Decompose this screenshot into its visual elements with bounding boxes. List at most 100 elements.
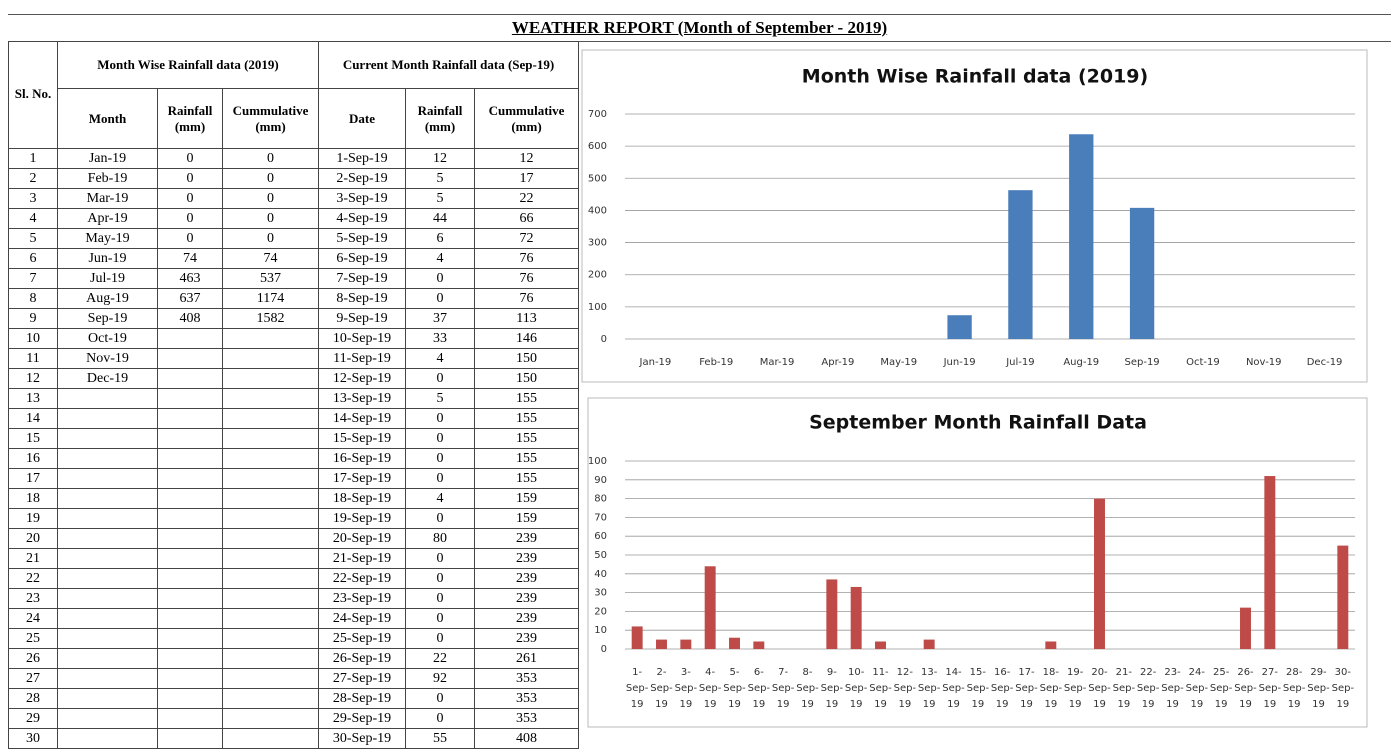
x-tick-label: Jun-19: [943, 357, 976, 368]
bar: [947, 315, 972, 339]
bar: [1264, 476, 1276, 649]
cumulative: 239: [474, 628, 579, 649]
y-tick-label: 0: [601, 644, 607, 655]
row: 28 28-Sep-19 0 353: [8, 688, 579, 709]
chart-frame: [587, 397, 1368, 728]
cumulative: 239: [474, 548, 579, 569]
x-tick-label: 18-Sep-19: [1040, 667, 1063, 710]
bar: [826, 579, 838, 649]
x-tick-label: 3-Sep-19: [675, 667, 698, 710]
row: 8 Aug-19 637 1174 8-Sep-19 0 76: [8, 288, 579, 309]
x-tick-label: Mar-19: [760, 357, 795, 368]
chart-frame: [581, 49, 1368, 383]
x-tick-label: Feb-19: [699, 357, 733, 368]
row: 26 26-Sep-19 22 261: [8, 648, 579, 669]
x-tick-label: 13-Sep-19: [918, 667, 941, 710]
date: 16-Sep-19: [318, 448, 406, 469]
month: Dec-19: [57, 368, 158, 389]
y-tick-label: 400: [588, 205, 607, 216]
column-header: Cummulative (mm): [222, 88, 319, 149]
bar: [1069, 134, 1094, 339]
x-tick-label: 4-Sep-19: [699, 667, 722, 710]
row: 23 23-Sep-19 0 239: [8, 588, 579, 609]
x-tick-label: 8-Sep-19: [796, 667, 819, 710]
column-header: Month: [57, 88, 158, 149]
column-header: Date: [318, 88, 406, 149]
date: 12-Sep-19: [318, 368, 406, 389]
chart-title: Month Wise Rainfall data (2019): [802, 66, 1148, 88]
y-tick-label: 20: [594, 606, 607, 617]
cumulative: 150: [474, 368, 579, 389]
x-tick-label: 26-Sep-19: [1234, 667, 1257, 710]
y-tick-label: 30: [594, 588, 607, 599]
rainfall: 55: [405, 728, 475, 749]
cumulative: 239: [474, 608, 579, 629]
bar: [1240, 607, 1251, 649]
month: Apr-19: [57, 208, 158, 229]
y-tick-label: 40: [594, 569, 607, 580]
x-tick-label: 30-Sep-19: [1332, 667, 1355, 710]
x-tick-label: Oct-19: [1186, 357, 1220, 368]
x-tick-label: 12-Sep-19: [894, 667, 917, 710]
row: 27 27-Sep-19 92 353: [8, 668, 579, 689]
x-tick-label: 17-Sep-19: [1015, 667, 1038, 710]
row: 2 Feb-19 0 0 2-Sep-19 5 17: [8, 168, 579, 189]
date: 30-Sep-19: [318, 728, 406, 749]
header: Current Month Rainfall data (Sep-19): [318, 41, 579, 89]
header: Sl. No.: [8, 41, 58, 149]
x-tick-label: 19-Sep-19: [1064, 667, 1087, 710]
chart-title: September Month Rainfall Data: [809, 412, 1147, 434]
x-tick-label: 9-Sep-19: [821, 667, 844, 710]
row: 24 24-Sep-19 0 239: [8, 608, 579, 629]
x-tick-label: 2-Sep-19: [650, 667, 673, 710]
row: 1 Jan-19 0 0 1-Sep-19 12 12: [8, 148, 579, 169]
report-title: WEATHER REPORT (Month of September - 201…: [8, 14, 1391, 42]
x-tick-label: Sep-19: [1124, 357, 1159, 368]
x-tick-label: Nov-19: [1246, 357, 1282, 368]
y-tick-label: 700: [588, 109, 607, 120]
bar: [680, 639, 692, 649]
bar: [1094, 498, 1105, 649]
column-header: Rainfall (mm): [157, 88, 223, 149]
date: 2-Sep-19: [318, 168, 406, 189]
bar: [1337, 545, 1349, 649]
cumulative: 155: [474, 468, 579, 489]
row: 16 16-Sep-19 0 155: [8, 448, 579, 469]
date: 14-Sep-19: [318, 408, 406, 429]
x-tick-label: 28-Sep-19: [1283, 667, 1306, 710]
month: Aug-19: [57, 288, 158, 309]
x-tick-label: Aug-19: [1063, 357, 1099, 368]
cumulative: 76: [474, 268, 579, 289]
x-tick-label: Jul-19: [1005, 357, 1034, 368]
column-header: Rainfall (mm): [405, 88, 475, 149]
bar: [1008, 190, 1033, 339]
cumulative: 12: [474, 148, 579, 169]
y-tick-label: 200: [588, 270, 607, 281]
x-tick-label: 20-Sep-19: [1088, 667, 1111, 710]
row: 20 20-Sep-19 80 239: [8, 528, 579, 549]
cumulative: 155: [474, 448, 579, 469]
row: 15 15-Sep-19 0 155: [8, 428, 579, 449]
date: 21-Sep-19: [318, 548, 406, 569]
bar: [753, 641, 765, 649]
bar: [850, 586, 862, 649]
y-tick-label: 100: [588, 302, 607, 313]
x-tick-label: 21-Sep-19: [1113, 667, 1136, 710]
sl-no: 11: [8, 348, 58, 369]
bar: [729, 637, 740, 649]
bar: [923, 639, 935, 649]
cumulative: 113: [474, 308, 579, 329]
sl-no: 25: [8, 628, 58, 649]
bar: [1129, 207, 1155, 339]
y-tick-label: 90: [594, 475, 607, 486]
cumulative: 155: [474, 408, 579, 429]
x-tick-label: Dec-19: [1307, 357, 1343, 368]
y-tick-label: 500: [588, 173, 607, 184]
date: 25-Sep-19: [318, 628, 406, 649]
header: Month Wise Rainfall data (2019): [57, 41, 319, 89]
rainfall: 33: [405, 328, 475, 349]
y-tick-label: 70: [594, 512, 607, 523]
x-tick-label: 1-Sep-19: [626, 667, 649, 710]
row: 14 14-Sep-19 0 155: [8, 408, 579, 429]
